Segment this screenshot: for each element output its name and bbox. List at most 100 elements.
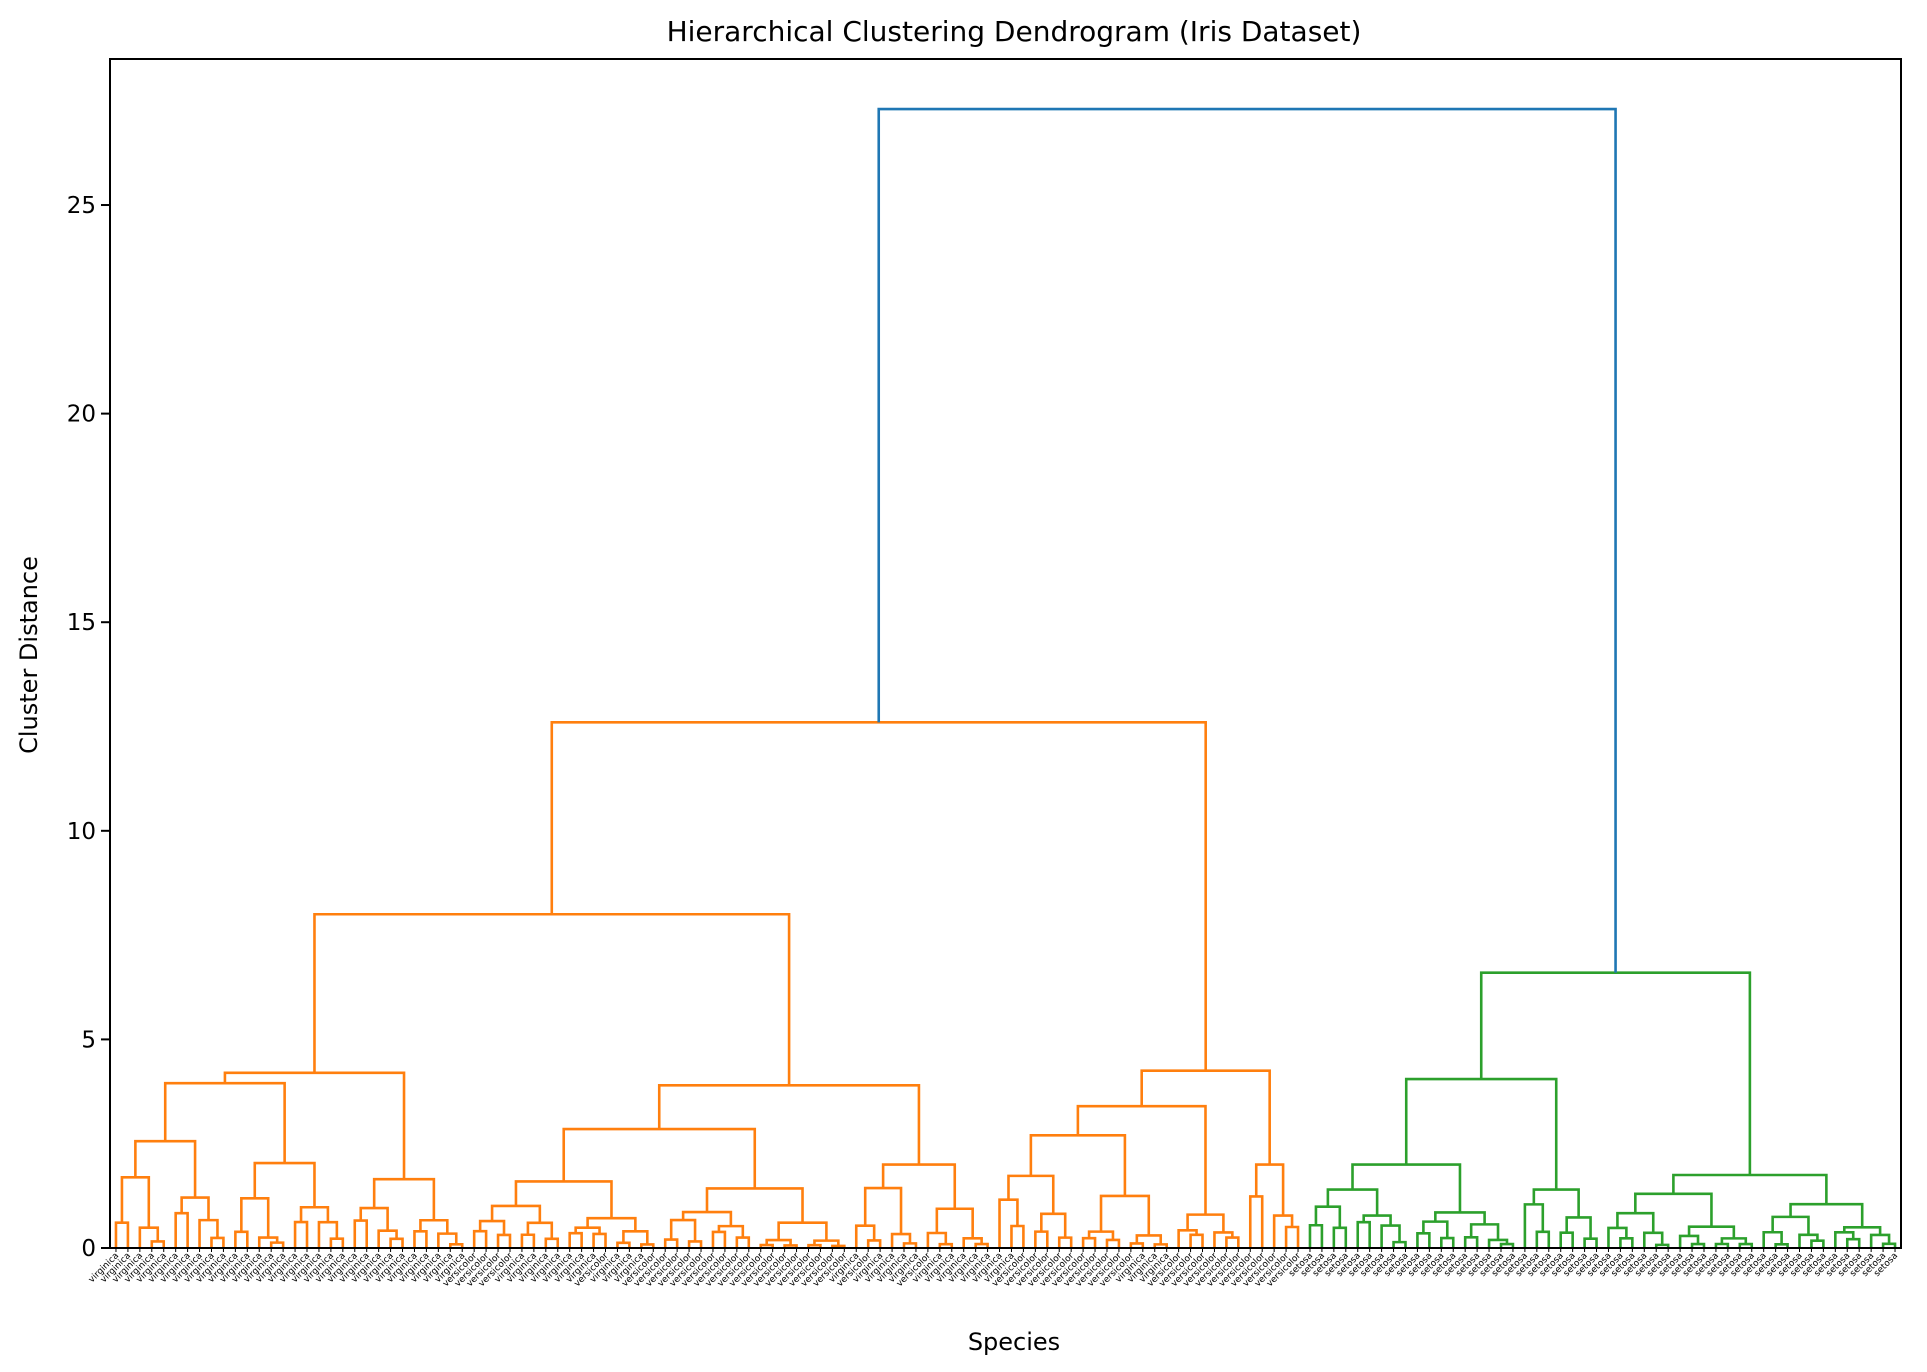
dendrogram-link <box>1135 1234 1163 1245</box>
y-tick-label: 0 <box>81 1236 96 1262</box>
dendrogram-link <box>1213 1231 1234 1248</box>
dendrogram-link <box>1314 1205 1342 1228</box>
dendrogram-link <box>313 912 791 1086</box>
dendrogram-link <box>150 1240 166 1248</box>
dendrogram-link <box>1186 1213 1225 1233</box>
dendrogram-link <box>1081 1236 1097 1248</box>
dendrogram-link <box>174 1211 189 1248</box>
dendrogram-link <box>1842 1226 1882 1235</box>
dendrogram-link <box>854 1224 876 1248</box>
dendrogram-link <box>711 1230 727 1248</box>
dendrogram-link <box>717 1224 745 1238</box>
dendrogram-link <box>890 1232 912 1248</box>
dendrogram-link <box>1248 1195 1264 1248</box>
dendrogram-link <box>240 1197 270 1238</box>
dendrogram-link <box>1789 1202 1864 1228</box>
dendrogram-link <box>1351 1163 1462 1213</box>
dendrogram-link <box>902 1242 918 1248</box>
dendrogram-link <box>1607 1226 1628 1248</box>
dendrogram-link <box>1720 1237 1748 1245</box>
y-tick-label: 15 <box>67 610 96 636</box>
dendrogram-link <box>1583 1237 1598 1248</box>
leaf-labels: virginicavirginicavirginicavirginicavirg… <box>87 1248 1900 1289</box>
dendrogram-link <box>1634 1192 1713 1227</box>
dendrogram-link <box>807 1243 822 1248</box>
dendrogram-link <box>935 1207 974 1239</box>
dendrogram-link <box>257 1236 279 1248</box>
dendrogram-link <box>377 1229 398 1248</box>
dendrogram-link <box>1140 1069 1271 1165</box>
dendrogram-link <box>372 1177 436 1221</box>
y-tick-label: 10 <box>67 819 96 845</box>
dendrogram-link <box>1040 1212 1067 1238</box>
dendrogram-link <box>568 1231 583 1248</box>
dendrogram-link <box>437 1232 458 1248</box>
dendrogram-link <box>1523 1203 1545 1248</box>
dendrogram-link <box>1642 1231 1664 1248</box>
dendrogram-link <box>496 1233 512 1248</box>
dendrogram-link <box>1738 1242 1754 1248</box>
dendrogram-link <box>586 1216 637 1232</box>
dendrogram-link <box>1029 1134 1127 1196</box>
root-link <box>877 107 1617 973</box>
dendrogram-link <box>1774 1243 1789 1248</box>
y-tick-label: 20 <box>67 402 96 428</box>
dendrogram-link <box>1535 1230 1551 1248</box>
dendrogram-link <box>1559 1231 1574 1248</box>
dendrogram-link <box>1487 1238 1509 1248</box>
dendrogram-link <box>389 1237 404 1248</box>
dendrogram-link <box>1499 1242 1515 1248</box>
dendrogram-link <box>1332 1226 1348 1248</box>
dendrogram-link <box>1380 1224 1401 1248</box>
dendrogram-link <box>881 1163 957 1209</box>
dendrogram-link <box>134 1139 197 1198</box>
dendrogram-link <box>657 1083 921 1165</box>
dendrogram-link <box>938 1242 954 1248</box>
dendrogram-link <box>592 1232 607 1248</box>
dendrogram-link <box>1392 1240 1407 1248</box>
dendrogram-link <box>526 1221 554 1239</box>
dendrogram-link <box>926 1231 948 1248</box>
y-axis-label: Cluster Distance <box>15 556 43 754</box>
y-tick-label: 25 <box>67 193 96 219</box>
dendrogram-link <box>1616 1211 1655 1233</box>
dendrogram-link <box>1714 1242 1730 1248</box>
dendrogram-link <box>1834 1231 1855 1248</box>
dendrogram-link <box>1362 1214 1392 1226</box>
dendrogram-link <box>863 1186 903 1235</box>
dendrogram-link <box>1177 1229 1198 1248</box>
dendrogram-link <box>1654 1243 1670 1248</box>
dendrogram-link <box>1308 1223 1324 1248</box>
dendrogram-link <box>1463 1236 1479 1248</box>
dendrogram-link <box>1845 1237 1861 1248</box>
dendrogram-link <box>669 1218 697 1242</box>
dendrogram-link <box>783 1244 798 1248</box>
dendrogram-link <box>1129 1242 1145 1248</box>
plot-frame <box>109 58 1902 1249</box>
dendrogram-link <box>1881 1242 1897 1248</box>
y-axis-ticks: 0 5 10 15 20 25 <box>67 193 110 1262</box>
dendrogram-link <box>317 1220 339 1248</box>
dendrogram-link <box>1105 1238 1121 1248</box>
dendrogram-link <box>974 1242 989 1248</box>
dendrogram-link <box>1672 1173 1828 1205</box>
dendrogram-link <box>1810 1239 1825 1248</box>
dendrogram-link <box>359 1206 389 1231</box>
dendrogram-link <box>1057 1236 1073 1248</box>
dendrogram-link <box>962 1237 983 1248</box>
dendrogram-link <box>622 1229 649 1245</box>
dendrogram-link <box>681 1210 733 1227</box>
dendrogram-link <box>1678 1234 1700 1248</box>
dendrogram-link <box>472 1229 488 1248</box>
dendrogram-link <box>1356 1220 1371 1248</box>
dendrogram-link <box>1087 1230 1115 1240</box>
y-tick-label: 5 <box>81 1027 96 1053</box>
dendrogram-link <box>1007 1174 1055 1214</box>
dendrogram-link <box>562 1127 757 1189</box>
dendrogram-link <box>138 1226 160 1248</box>
dendrogram-link <box>478 1219 506 1235</box>
dendrogram-link <box>1565 1216 1592 1239</box>
dendrogram-link <box>329 1237 345 1248</box>
dendrogram-link <box>1440 1236 1455 1248</box>
